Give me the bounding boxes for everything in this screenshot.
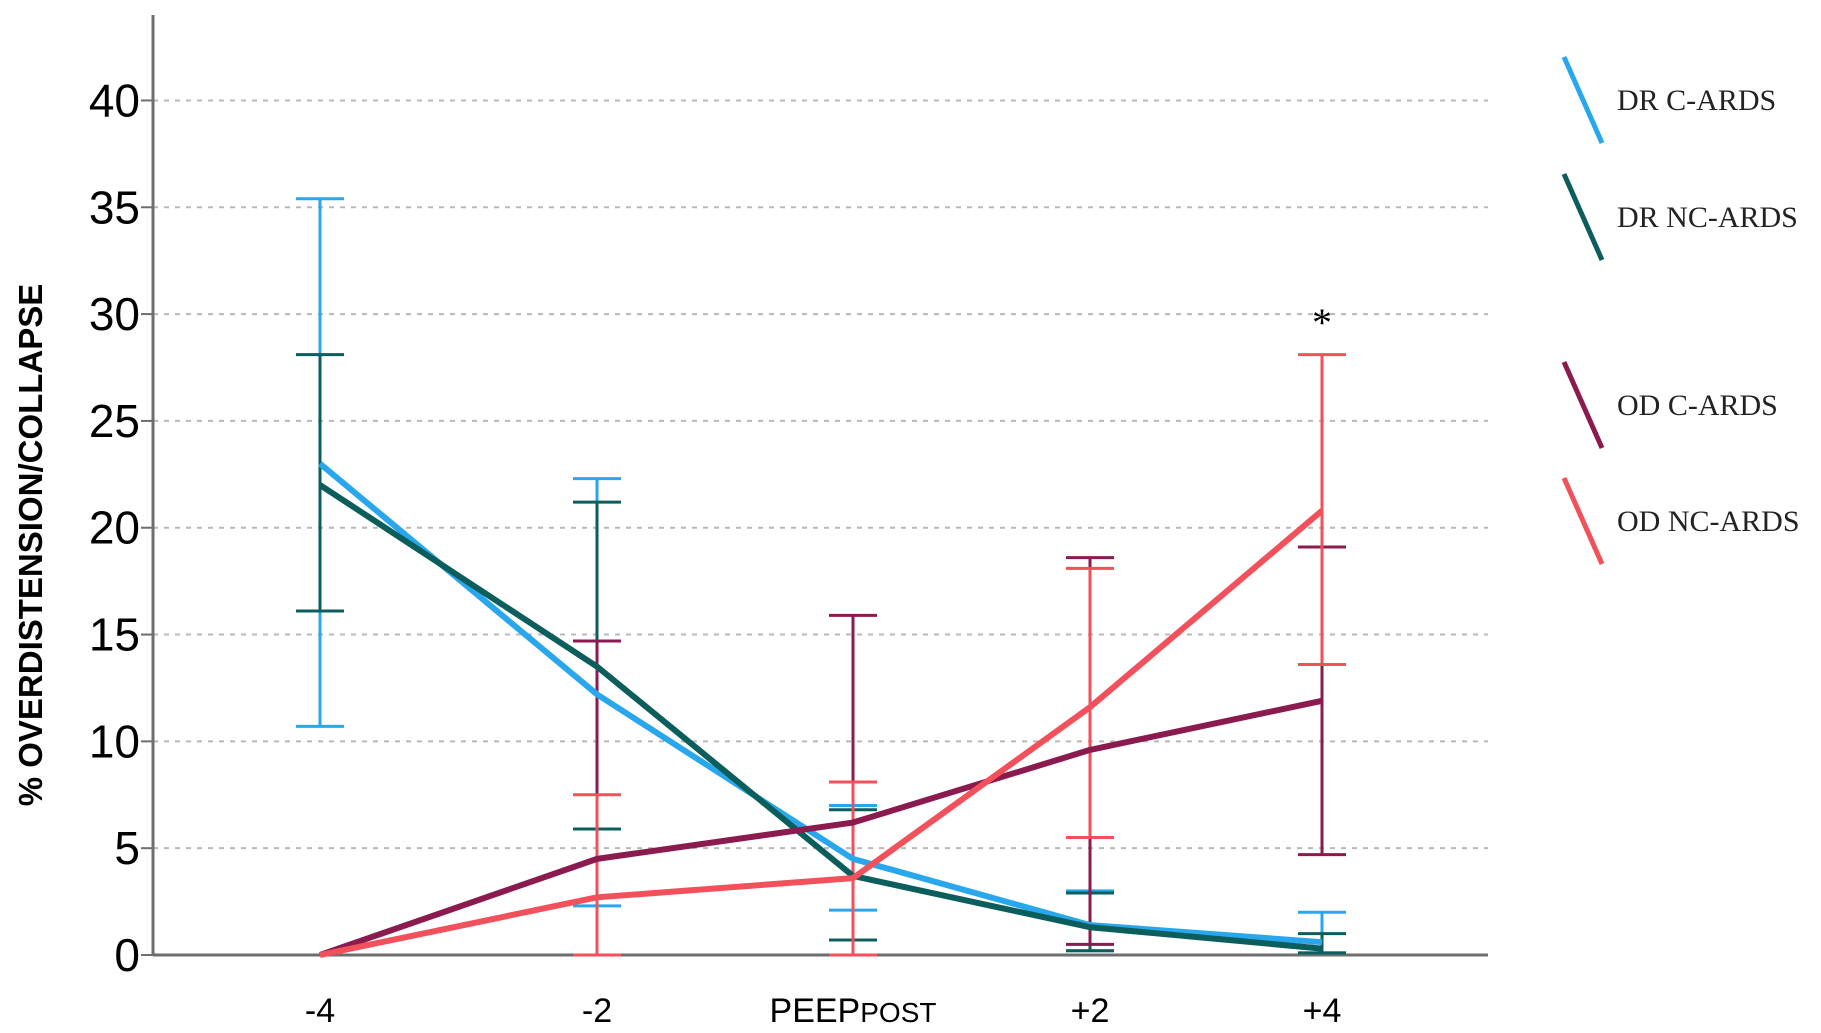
legend-item: DR C-ARDS bbox=[1561, 55, 1776, 145]
legend-label: OD C-ARDS bbox=[1617, 389, 1778, 422]
legend-swatch bbox=[1561, 55, 1605, 145]
y-tick-label: 20 bbox=[89, 502, 140, 554]
y-tick-label: 35 bbox=[89, 181, 140, 233]
x-tick-label: PEEPPOST bbox=[770, 992, 937, 1030]
y-tick-label: 25 bbox=[89, 395, 140, 447]
x-tick-label: +2 bbox=[1071, 992, 1110, 1030]
axes bbox=[151, 15, 1488, 957]
series-dr-nc-ards bbox=[296, 353, 1346, 955]
legend-label: DR C-ARDS bbox=[1617, 84, 1776, 117]
x-tick-label-main: -4 bbox=[305, 992, 335, 1030]
annotations: * bbox=[1312, 300, 1332, 345]
y-tick-label: 15 bbox=[89, 609, 140, 661]
legend-item: DR NC-ARDS bbox=[1561, 172, 1798, 262]
y-tick-label: 10 bbox=[89, 715, 140, 767]
y-tick-label: 5 bbox=[114, 822, 140, 874]
y-axis-label: % OVERDISTENSION/COLLAPSE bbox=[12, 284, 49, 807]
x-tick-label-main: PEEP bbox=[770, 992, 861, 1030]
legend-swatch bbox=[1561, 360, 1605, 450]
x-tick-label-main: +2 bbox=[1071, 992, 1110, 1030]
legend-label: DR NC-ARDS bbox=[1617, 201, 1798, 234]
legend-swatch bbox=[1561, 172, 1605, 262]
legend: DR C-ARDS DR NC-ARDS OD C-ARDS OD NC-ARDS bbox=[1561, 55, 1800, 566]
y-tick-labels: 0 5 10 15 20 25 30 35 40 bbox=[89, 74, 153, 981]
y-tick-label: 40 bbox=[89, 74, 140, 126]
legend-swatch bbox=[1561, 476, 1605, 566]
legend-label: OD NC-ARDS bbox=[1617, 505, 1800, 538]
x-tick-label-sub: POST bbox=[860, 997, 936, 1028]
y-tick-label: 0 bbox=[114, 929, 140, 981]
x-tick-label: +4 bbox=[1303, 992, 1342, 1030]
y-tick-label: 30 bbox=[89, 288, 140, 340]
gridlines bbox=[153, 99, 1488, 850]
series-line-dr-c-ards bbox=[318, 461, 1323, 946]
x-tick-label: -2 bbox=[582, 992, 612, 1030]
legend-item: OD C-ARDS bbox=[1561, 360, 1778, 450]
legend-item: OD NC-ARDS bbox=[1561, 476, 1800, 566]
series-od-nc-ards bbox=[573, 353, 1346, 957]
series bbox=[296, 197, 1346, 958]
series-line-od-c-ards bbox=[319, 697, 1323, 958]
x-tick-labels: -4 -2 PEEPPOST +2 +4 bbox=[305, 992, 1342, 1030]
x-tick-label-main: -2 bbox=[582, 992, 612, 1030]
significance-asterisk: * bbox=[1312, 300, 1332, 345]
x-tick-label: -4 bbox=[305, 992, 335, 1030]
x-tick-label-main: +4 bbox=[1303, 992, 1342, 1030]
